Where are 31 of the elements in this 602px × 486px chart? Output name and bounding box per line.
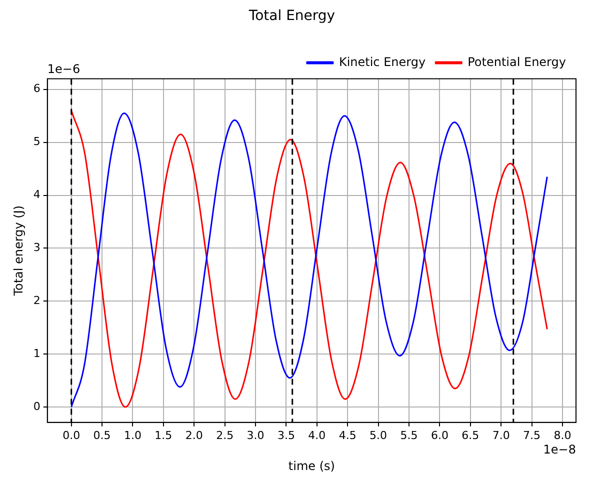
legend-label: Potential Energy — [468, 54, 566, 69]
y-tick-label: 6 — [33, 82, 40, 96]
y-tick-label: 4 — [33, 188, 40, 202]
x-tick-label: 4.5 — [338, 428, 356, 442]
y-tick-label: 0 — [33, 400, 40, 413]
text: 1e−8 — [543, 442, 576, 457]
x-tick-label: 0.0 — [62, 428, 80, 442]
x-tick-label: 3.5 — [277, 428, 295, 442]
x-tick-label: 7.5 — [523, 428, 541, 442]
x-tick-label: 6.0 — [430, 428, 448, 442]
x-tick-label: 1.5 — [154, 428, 172, 442]
x-tick-label: 5.0 — [370, 428, 388, 442]
x-tick-label: 0.5 — [93, 428, 111, 442]
x-tick-label: 2.0 — [185, 428, 203, 442]
x-tick-label: 7.0 — [492, 428, 510, 442]
x-tick-label: 6.5 — [462, 428, 480, 442]
x-tick-label: 1.0 — [124, 428, 142, 442]
y-tick-label: 3 — [33, 241, 40, 254]
x-tick-label: 2.5 — [216, 428, 234, 442]
x-tick-label: 4.0 — [308, 428, 326, 442]
y-tick-label: 1 — [33, 346, 40, 360]
y-axis-title: Total energy (J) — [11, 205, 26, 297]
x-tick-label: 8.0 — [554, 428, 572, 442]
y-tick-label: 5 — [33, 135, 40, 148]
legend-label: Kinetic Energy — [338, 54, 426, 69]
x-tick-label: 5.5 — [400, 428, 418, 442]
x-axis-title: time (s) — [288, 458, 335, 473]
y-tick-label: 2 — [33, 294, 40, 308]
chart-title: Total Energy — [248, 8, 336, 24]
text: 1e−6 — [47, 62, 80, 76]
x-tick-label: 3.0 — [246, 428, 264, 442]
